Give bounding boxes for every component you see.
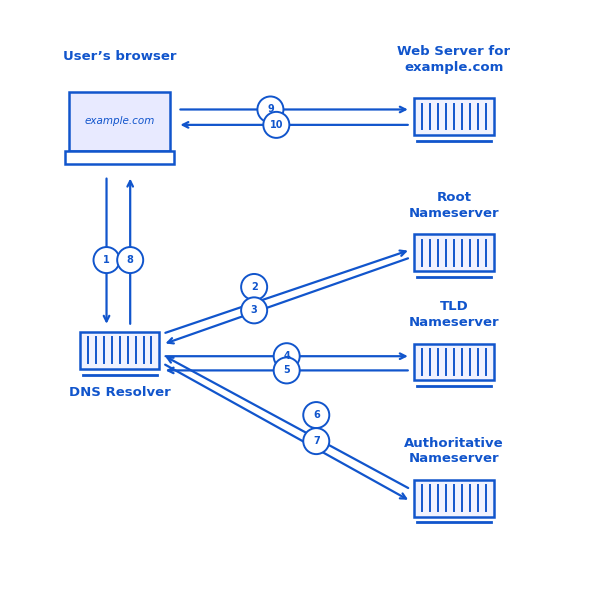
FancyBboxPatch shape [80,332,160,368]
Text: Authoritative
Nameserver: Authoritative Nameserver [404,437,503,465]
Text: 1: 1 [103,255,110,265]
Circle shape [241,274,267,300]
Text: 10: 10 [269,120,283,130]
Text: example.com: example.com [85,116,155,127]
FancyBboxPatch shape [69,92,170,151]
Text: 4: 4 [283,351,290,361]
Circle shape [257,97,283,122]
Text: 6: 6 [313,410,320,420]
Circle shape [303,428,329,454]
Text: TLD
Nameserver: TLD Nameserver [409,301,499,329]
Circle shape [274,358,300,383]
Circle shape [274,343,300,369]
Circle shape [241,298,267,323]
Text: 2: 2 [251,282,257,292]
FancyBboxPatch shape [414,480,494,517]
Circle shape [263,112,289,138]
Text: Web Server for
example.com: Web Server for example.com [397,46,511,74]
Circle shape [94,247,119,273]
Text: 7: 7 [313,436,320,446]
FancyBboxPatch shape [65,151,174,164]
Circle shape [303,402,329,428]
Text: 8: 8 [127,255,134,265]
Text: DNS Resolver: DNS Resolver [68,386,170,399]
Text: 3: 3 [251,305,257,316]
Text: User’s browser: User’s browser [63,50,176,64]
FancyBboxPatch shape [414,98,494,135]
Circle shape [117,247,143,273]
FancyBboxPatch shape [414,344,494,380]
Text: 9: 9 [267,104,274,115]
FancyBboxPatch shape [414,235,494,271]
Text: 5: 5 [283,365,290,376]
Text: Root
Nameserver: Root Nameserver [409,191,499,220]
